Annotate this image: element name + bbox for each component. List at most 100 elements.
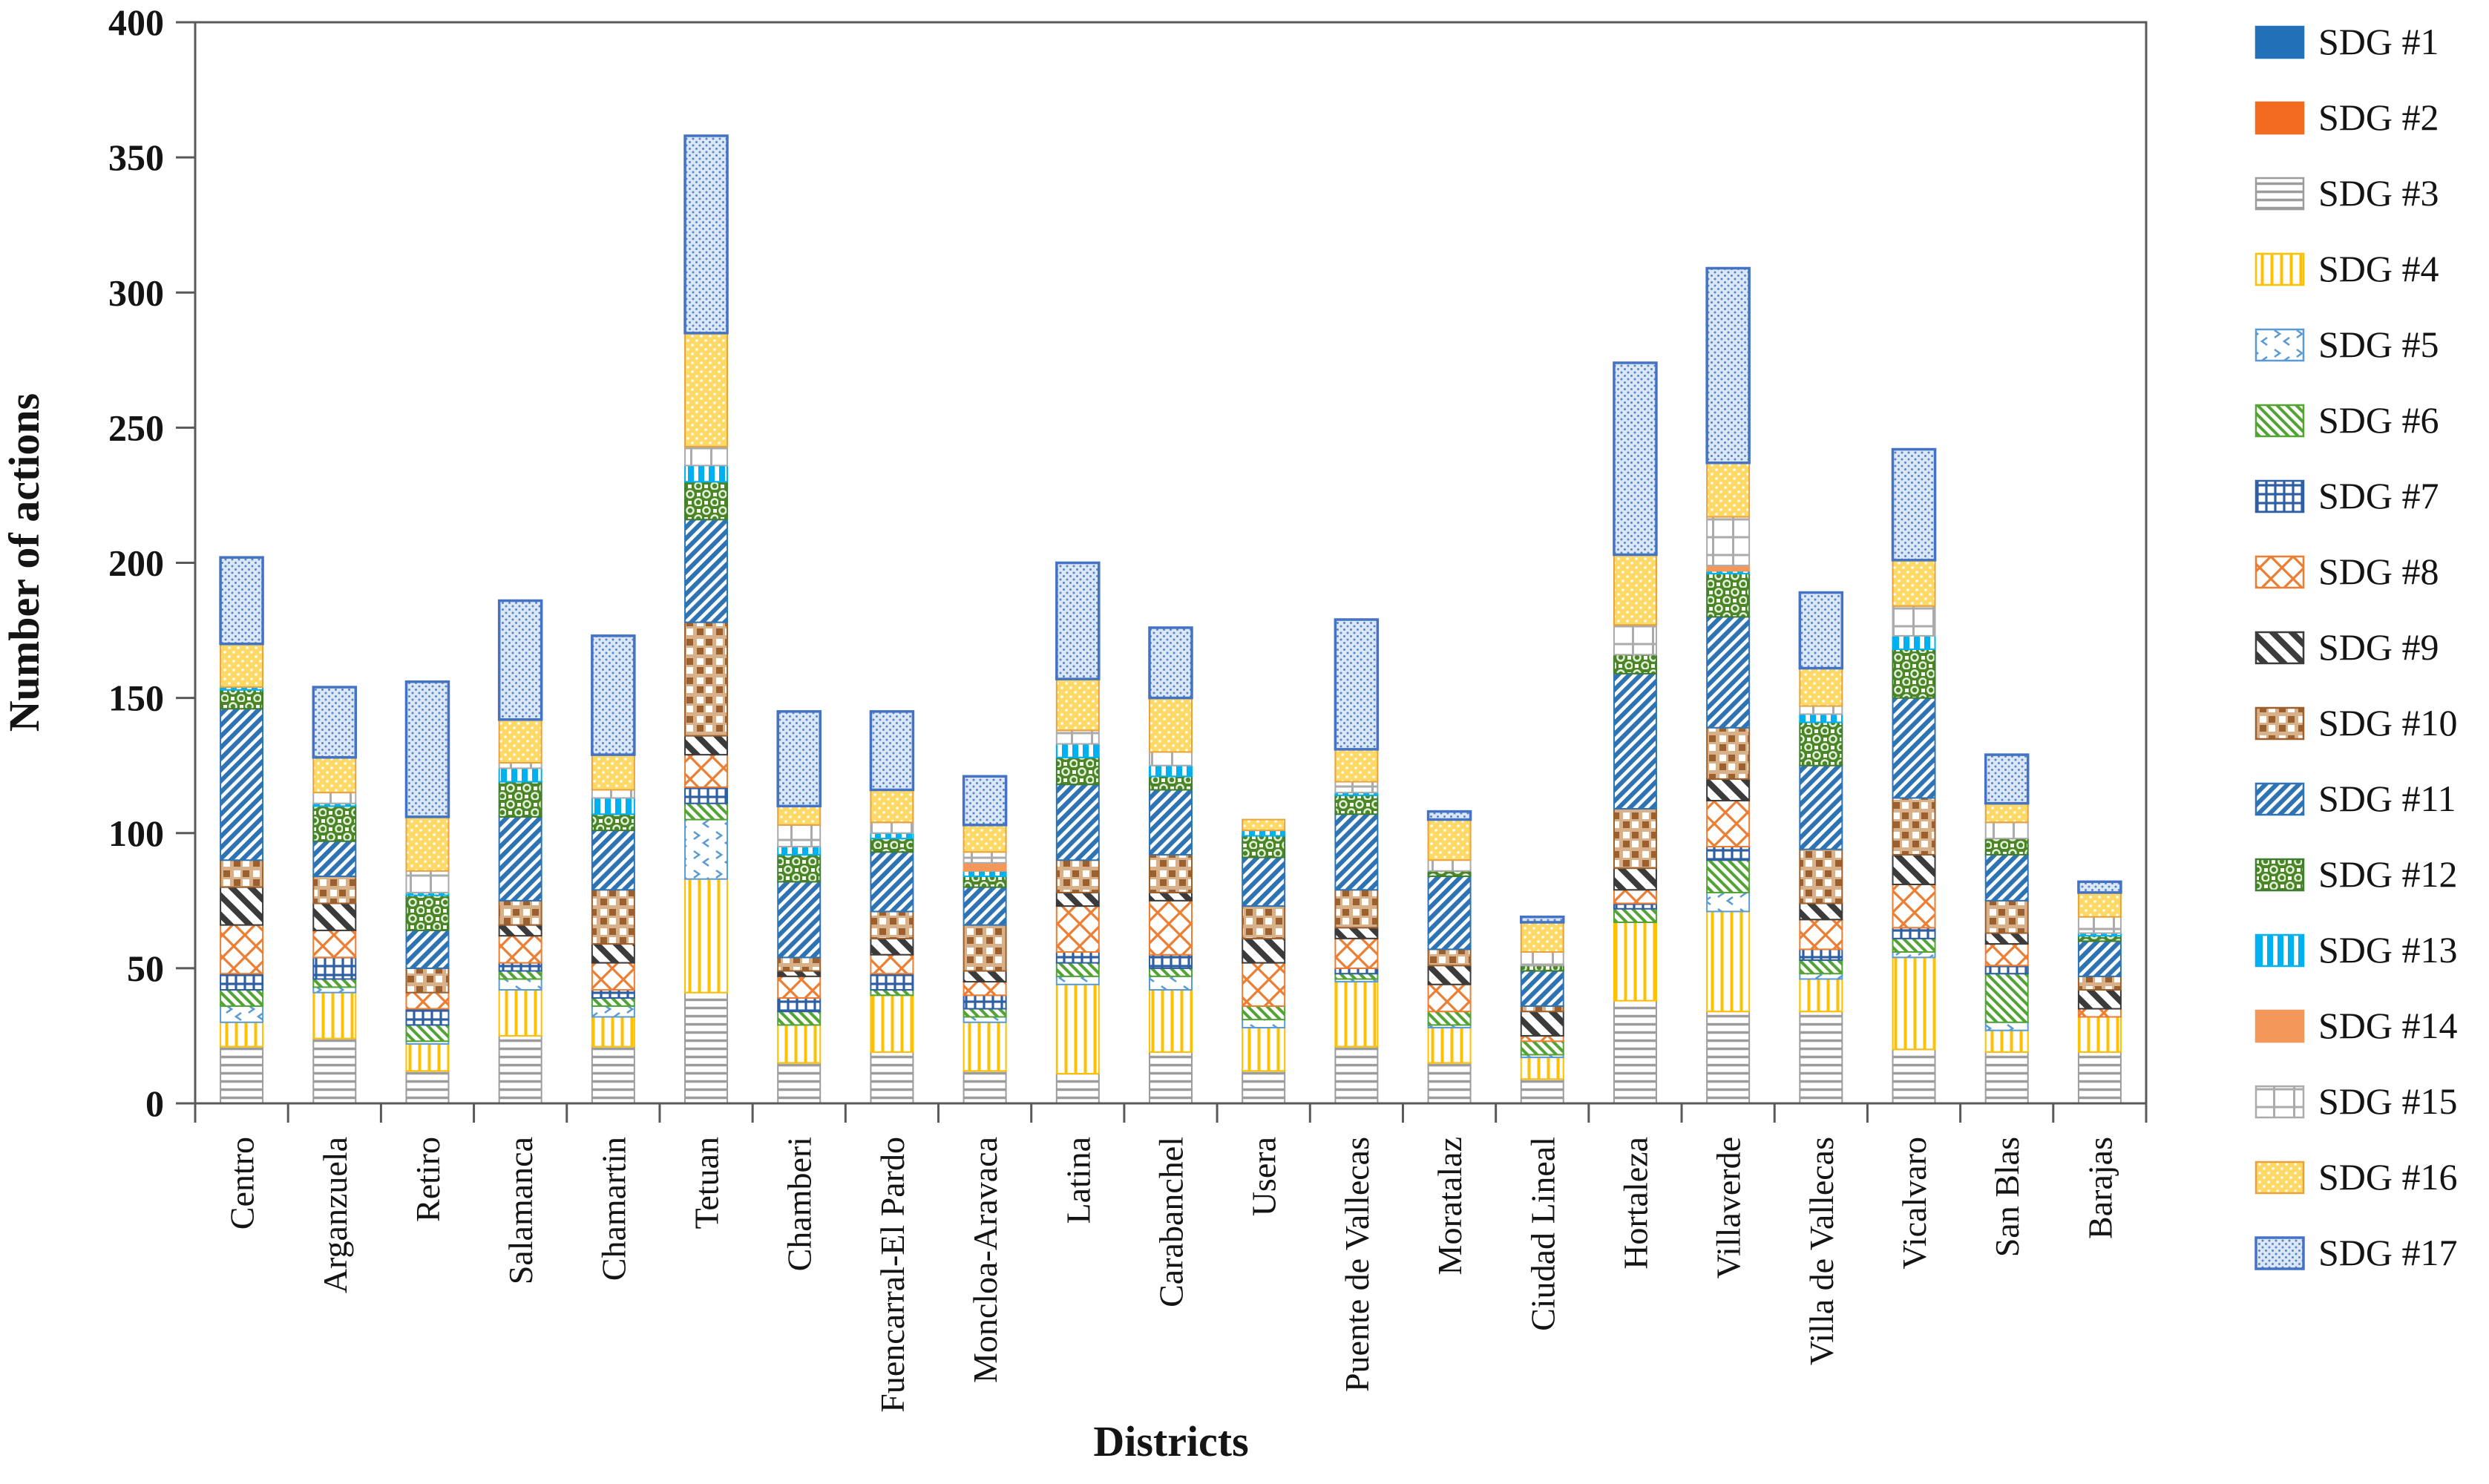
segment-sdg-17	[219, 556, 264, 646]
segment-sdg-17	[497, 599, 543, 721]
sdg-14-swatch-icon	[2254, 1009, 2305, 1043]
segment-sdg-4	[1892, 956, 1936, 1051]
segment-sdg-8	[591, 962, 635, 991]
segment-sdg-7	[1149, 953, 1193, 969]
segment-sdg-9	[1706, 778, 1751, 802]
segment-sdg-13	[1799, 713, 1843, 723]
segment-sdg-9	[220, 886, 264, 926]
segment-sdg-12	[591, 813, 635, 832]
segment-sdg-8	[1892, 883, 1936, 929]
segment-sdg-6	[1334, 973, 1379, 980]
segment-sdg-16	[1613, 554, 1657, 626]
segment-sdg-5	[1706, 891, 1751, 913]
segment-sdg-6	[1149, 967, 1193, 977]
segment-sdg-5	[1055, 975, 1100, 985]
segment-sdg-15	[1334, 781, 1379, 794]
segment-sdg-7	[1984, 965, 2029, 975]
bar-san-blas	[1984, 753, 2030, 1104]
legend-item-sdg-9: SDG #9	[2254, 626, 2439, 668]
segment-sdg-3	[1149, 1051, 1193, 1104]
legend-label: SDG #1	[2318, 21, 2439, 62]
sdg-7-swatch-icon	[2254, 479, 2305, 513]
y-tick-label: 0	[145, 1083, 164, 1124]
legend-label: SDG #9	[2318, 626, 2439, 668]
district-label-villa-de-vallecas: Villa de Vallecas	[1803, 1137, 1840, 1365]
segment-sdg-15	[1613, 624, 1657, 656]
segment-sdg-6	[591, 997, 635, 1007]
x-axis-labels: Centro Arganzuela Retiro Salamanca Chamartin…	[223, 1137, 2119, 1413]
segment-sdg-15	[684, 445, 729, 467]
segment-sdg-8	[1242, 962, 1286, 1007]
segment-sdg-8	[220, 924, 264, 975]
segment-sdg-3	[1055, 1072, 1100, 1104]
district-label-retiro: Retiro	[409, 1137, 447, 1222]
segment-sdg-16	[498, 718, 542, 764]
segment-sdg-16	[1706, 462, 1751, 518]
segment-sdg-17	[869, 710, 915, 792]
legend-item-sdg-4: SDG #4	[2254, 248, 2439, 289]
segment-sdg-15	[1984, 821, 2029, 840]
segment-sdg-10	[1427, 948, 1472, 967]
district-label-barajas: Barajas	[2081, 1137, 2119, 1239]
segment-sdg-8	[498, 935, 542, 964]
district-label-latina: Latina	[1059, 1137, 1097, 1224]
segment-sdg-16	[1520, 921, 1564, 953]
segment-sdg-4	[1055, 983, 1100, 1074]
segment-sdg-8	[777, 975, 822, 999]
segment-sdg-17	[1613, 361, 1658, 556]
segment-sdg-10	[1613, 807, 1657, 870]
sdg-12-swatch-icon	[2254, 858, 2305, 892]
segment-sdg-6	[1892, 937, 1936, 953]
segment-sdg-10	[1149, 853, 1193, 893]
segment-sdg-11	[405, 929, 450, 969]
legend-item-sdg-17: SDG #17	[2254, 1232, 2458, 1273]
bar-villa-de-vallecas	[1798, 591, 1844, 1105]
segment-sdg-17	[1148, 626, 1193, 700]
segment-sdg-11	[963, 886, 1007, 926]
segment-sdg-4	[684, 878, 729, 994]
segment-sdg-6	[1520, 1040, 1564, 1056]
segment-sdg-10	[1984, 899, 2029, 934]
segment-sdg-5	[498, 978, 542, 991]
segment-sdg-9	[1055, 891, 1100, 907]
segment-sdg-5	[312, 986, 357, 994]
segment-sdg-4	[312, 991, 357, 1040]
bar-carabanchel	[1148, 626, 1193, 1104]
sdg-3-swatch-icon	[2254, 177, 2305, 211]
segment-sdg-17	[683, 134, 729, 335]
segment-sdg-9	[1892, 853, 1936, 885]
segment-sdg-15	[1520, 951, 1564, 967]
segment-sdg-7	[1706, 845, 1751, 861]
segment-sdg-11	[1613, 672, 1657, 810]
segment-sdg-5	[1242, 1019, 1286, 1029]
segment-sdg-11	[1892, 697, 1936, 799]
segment-sdg-3	[1613, 999, 1657, 1104]
segment-sdg-11	[777, 881, 822, 959]
segment-sdg-11	[1334, 813, 1379, 891]
segment-sdg-4	[1799, 978, 1843, 1013]
sdg-1-swatch-icon	[2254, 25, 2305, 59]
segment-sdg-3	[312, 1037, 357, 1104]
segment-sdg-6	[1242, 1005, 1286, 1021]
district-label-salamanca: Salamanca	[502, 1137, 540, 1284]
segment-sdg-4	[591, 1016, 635, 1048]
segment-sdg-16	[684, 332, 729, 447]
segment-sdg-7	[591, 989, 635, 999]
segment-sdg-4	[2077, 1016, 2122, 1053]
legend-label: SDG #2	[2318, 96, 2439, 138]
segment-sdg-13	[1149, 764, 1193, 778]
segment-sdg-4	[1427, 1027, 1472, 1064]
segment-sdg-8	[1613, 889, 1657, 904]
sdg-17-swatch-icon	[2254, 1236, 2305, 1270]
segment-sdg-3	[1334, 1045, 1379, 1104]
segment-sdg-6	[1613, 907, 1657, 923]
segment-sdg-13	[1242, 830, 1286, 837]
bars-group	[219, 134, 2122, 1105]
segment-sdg-11	[1520, 970, 1564, 1007]
legend-label: SDG #8	[2318, 551, 2439, 592]
segment-sdg-16	[870, 789, 914, 824]
segment-sdg-10	[312, 876, 357, 904]
segment-sdg-17	[1891, 447, 1937, 562]
segment-sdg-16	[1149, 697, 1193, 753]
segment-sdg-4	[870, 994, 914, 1053]
